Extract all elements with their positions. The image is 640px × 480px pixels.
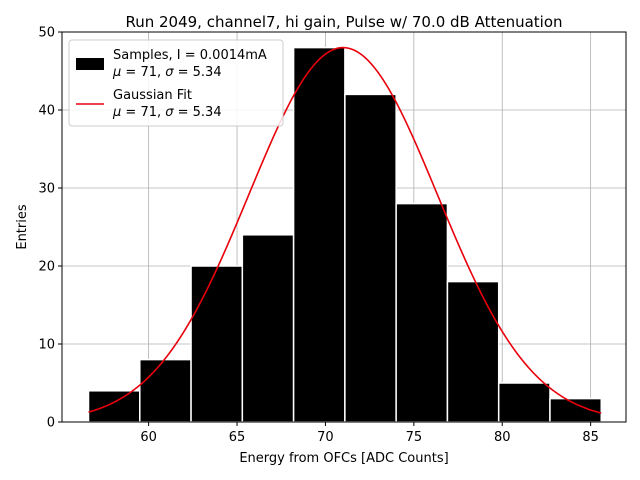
y-tick-label: 10	[38, 338, 55, 353]
histogram-bar	[87, 390, 141, 423]
plot-frame	[61, 31, 627, 423]
y-tick-label: 40	[38, 104, 55, 119]
x-tick-label: 65	[229, 430, 246, 445]
y-tick-label: 50	[38, 26, 55, 41]
legend-box	[68, 39, 284, 127]
x-tick-label: 85	[582, 430, 599, 445]
gaussian-fit	[88, 46, 602, 414]
histogram-bar	[446, 280, 500, 423]
histogram-bar	[497, 382, 551, 423]
y-axis-ticks: 0 10 20 30 40 50	[38, 26, 62, 431]
histogram-bar	[395, 202, 449, 423]
x-axis-ticks: 60 65 70 75 80 85	[140, 422, 599, 445]
x-axis-label: Energy from OFCs [ADC Counts]	[239, 451, 448, 466]
legend-label-fit: Gaussian Fit	[113, 88, 192, 103]
legend-swatch-samples	[76, 58, 104, 70]
y-axis-label: Entries	[15, 204, 30, 250]
gaussian-fit-line	[88, 46, 602, 414]
histogram-bar	[292, 46, 346, 423]
histogram-bar	[139, 358, 192, 423]
legend: Samples, I = 0.0014mA μ = 71, σ = 5.34 G…	[68, 39, 284, 127]
chart-title: Run 2049, channel7, hi gain, Pulse w/ 70…	[125, 13, 562, 31]
y-tick-label: 0	[47, 416, 55, 431]
histogram-bar	[241, 234, 295, 423]
histogram-bars	[87, 46, 602, 423]
y-tick-label: 30	[38, 182, 55, 197]
legend-label-samples: Samples, I = 0.0014mA	[113, 48, 267, 63]
legend-stats-samples: μ = 71, σ = 5.34	[112, 65, 222, 80]
histogram-bar	[190, 265, 244, 423]
x-tick-label: 70	[317, 430, 334, 445]
x-tick-label: 60	[140, 430, 157, 445]
x-tick-label: 75	[406, 430, 423, 445]
histogram-bar	[344, 93, 397, 423]
y-tick-label: 20	[38, 260, 55, 275]
x-tick-label: 80	[494, 430, 511, 445]
legend-stats-fit: μ = 71, σ = 5.34	[112, 105, 222, 120]
